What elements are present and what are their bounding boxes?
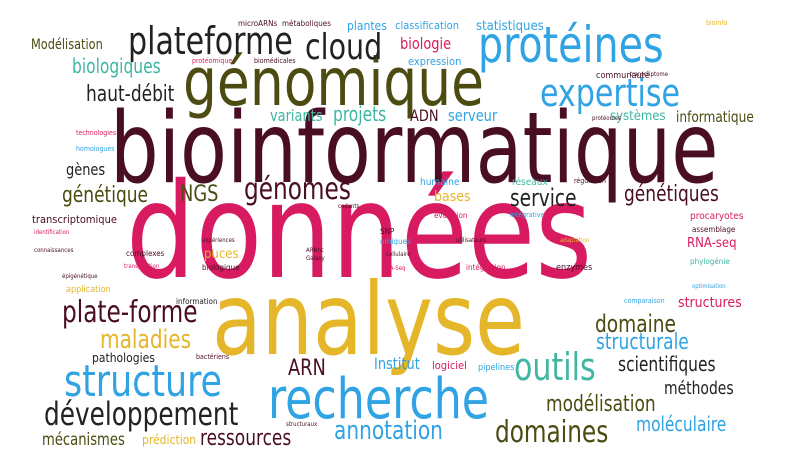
word-RNA-seq: RNA-seq xyxy=(687,236,737,251)
word-epigenetique: épigénétique xyxy=(62,273,98,280)
word-proteomique: protéomique xyxy=(192,57,233,65)
word-SNP: SNP xyxy=(380,227,395,236)
word-transposition: transposition xyxy=(124,263,160,270)
word-recherche: recherche xyxy=(268,367,490,432)
word-microARNs: microARNs xyxy=(238,19,278,28)
word-genomique: génomique xyxy=(183,44,485,121)
word-structuraux: structuraux xyxy=(286,421,318,428)
word-phylogenie: phylogénie xyxy=(690,257,730,266)
word-bioinfo: bioinfo xyxy=(706,19,728,27)
word-homologues: homologues xyxy=(76,145,115,153)
word-analyse: analyse xyxy=(212,261,525,378)
word-haut-debit: haut-débit xyxy=(86,82,175,107)
word-projets: projets xyxy=(333,102,387,126)
word-genetique: génétique xyxy=(62,183,149,208)
word-statistiques: statistiques xyxy=(476,19,544,34)
word-biologique: biologique xyxy=(202,263,240,272)
word-communaute: communauté xyxy=(596,71,650,81)
word-technologies: technologies xyxy=(76,129,117,137)
word-donnees: données xyxy=(126,155,593,309)
word-cloud: cloud xyxy=(305,27,383,68)
word-procaryotes: procaryotes xyxy=(690,211,744,222)
word-biologie: biologie xyxy=(400,34,452,53)
word-prediction: prédiction xyxy=(142,433,197,447)
word-adaptation: adaptation xyxy=(560,237,590,244)
word-proteines: protéines xyxy=(478,16,664,74)
word-mecanismes: mécanismes xyxy=(42,430,125,450)
word-service: service xyxy=(510,184,577,212)
word-utilisateurs: utilisateurs xyxy=(456,237,487,244)
word-informatique: informatique xyxy=(676,108,754,126)
word-logiciel: logiciel xyxy=(432,359,467,372)
word-optimisation: optimisation xyxy=(692,283,726,290)
word-ADN: ADN xyxy=(410,106,439,125)
word-Modelisation: Modélisation xyxy=(31,37,103,53)
word-modelisation: modélisation xyxy=(546,392,656,417)
word-identification: identification xyxy=(34,229,70,236)
word-bioinformatique: bioinformatique xyxy=(110,92,719,206)
word-serveur: serveur xyxy=(448,106,498,125)
word-information: information xyxy=(176,297,218,306)
word-expression: expression xyxy=(408,55,462,68)
word-expertise: expertise xyxy=(540,71,681,115)
word-structures: structures xyxy=(678,295,742,311)
word-biomedicales: biomédicales xyxy=(254,57,296,65)
word-variants: variants xyxy=(270,106,323,125)
word-moleculaire: moléculaire xyxy=(636,412,727,436)
word-ARN: ARN xyxy=(288,356,326,381)
word-plateforme: plateforme xyxy=(128,19,293,63)
word-systemes: systèmes xyxy=(610,109,666,124)
word-NGS: NGS xyxy=(180,182,219,207)
word-metaboliques: métaboliques xyxy=(282,19,331,28)
word-biologiques: biologiques xyxy=(72,54,161,78)
word-assemblage: assemblage xyxy=(692,225,736,234)
word-annotation: annotation xyxy=(334,416,443,446)
word-domaines: domaines xyxy=(495,415,609,450)
word-regulation: régulation xyxy=(574,177,606,185)
word-omiques: omiques xyxy=(380,237,411,246)
word-transcriptomique: transcriptomique xyxy=(32,213,117,226)
word-maladies: maladies xyxy=(100,325,192,355)
word-genomes: génomes xyxy=(244,172,351,207)
word-proteomes: protéomes xyxy=(592,115,621,122)
word-plate-forme: plate-forme xyxy=(62,295,198,330)
word-scientifiques: scientifiques xyxy=(618,352,716,376)
word-outils: outils xyxy=(514,345,596,389)
word-genetiques: génétiques xyxy=(624,182,719,207)
word-application: application xyxy=(66,285,111,295)
word-cellulaire: cellulaire xyxy=(386,251,411,258)
word-Galaxy: Galaxy xyxy=(306,255,325,262)
word-evolution: évolution xyxy=(434,211,468,220)
word-RNA-Seq: RNA-Seq xyxy=(382,265,406,272)
word-classification: classification xyxy=(395,19,460,32)
word-structure: structure xyxy=(64,356,222,407)
word-reseaux: réseaux xyxy=(512,177,548,188)
word-codants: codants xyxy=(338,203,360,210)
word-connaissances: connaissances xyxy=(34,247,74,254)
word-developpement: développement xyxy=(44,395,239,433)
word-bases: bases xyxy=(434,189,471,205)
word-integration: intégration xyxy=(466,263,506,272)
word-puces: puces xyxy=(204,247,239,262)
word-humaine: humaine xyxy=(420,177,460,188)
word-pathologies: pathologies xyxy=(92,351,155,365)
word-structurale: structurale xyxy=(596,330,689,355)
word-comparaison: comparaison xyxy=(624,297,665,305)
word-ARNnc: ARNnc xyxy=(306,247,324,254)
word-integrative: intégrative xyxy=(510,211,545,219)
word-enzymes: enzymes xyxy=(556,263,593,273)
word-genes: gènes xyxy=(66,160,106,179)
word-complexes: complexes xyxy=(126,249,165,258)
word-Institut: Institut xyxy=(374,354,420,373)
word-transcriptome: transcriptome xyxy=(630,71,668,78)
word-bacteriens: bactériens xyxy=(196,353,230,361)
word-plantes: plantes xyxy=(347,19,387,33)
word-pipelines: pipelines xyxy=(478,363,515,373)
word-domaine: domaine xyxy=(595,310,676,338)
word-ressources: ressources xyxy=(200,426,292,451)
word-methodes: méthodes xyxy=(664,378,734,399)
word-experiences: expériences xyxy=(202,237,235,244)
